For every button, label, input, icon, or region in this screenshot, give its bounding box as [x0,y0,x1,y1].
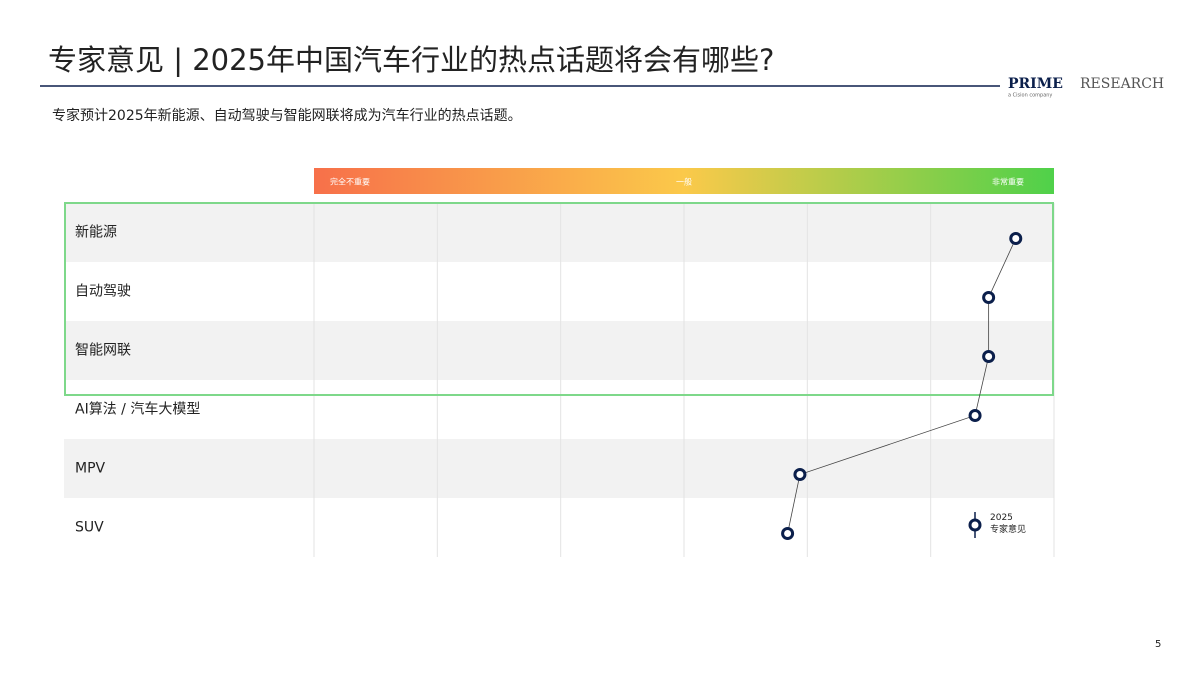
scale-label: 一般 [676,177,692,187]
subtitle: 专家预计2025年新能源、自动驾驶与智能网联将成为汽车行业的热点话题。 [52,107,522,124]
point [793,468,807,481]
row-label: 智能网联 [75,343,131,359]
legend-marker [968,518,982,532]
row-label: 自动驾驶 [75,284,131,300]
point [982,350,996,363]
point [781,527,795,540]
row-label: AI算法 / 汽车大模型 [75,401,200,418]
row-label: SUV [75,520,104,536]
row-band [64,439,1054,498]
scale-bar [314,168,1054,194]
point [982,291,996,304]
row-band [64,321,1054,380]
row-label: 新能源 [75,225,117,241]
highlight-box [64,202,1054,396]
point [1009,232,1023,245]
scale-label: 完全不重要 [330,177,370,187]
series-line [787,238,1017,534]
slide-title: 专家意见 | 2025年中国汽车行业的热点话题将会有哪些? [48,43,774,77]
logo-second: RESEARCH [1080,76,1164,92]
row-label: MPV [75,461,106,477]
point [968,409,982,422]
scale-label: 非常重要 [992,177,1024,187]
logo-tagline: a Cision company [1008,93,1052,99]
page-number: 5 [1155,639,1161,650]
row-band [64,203,1054,262]
legend-label: 2025 专家意见 [990,513,1027,535]
logo-main: PRIME [1008,76,1063,92]
